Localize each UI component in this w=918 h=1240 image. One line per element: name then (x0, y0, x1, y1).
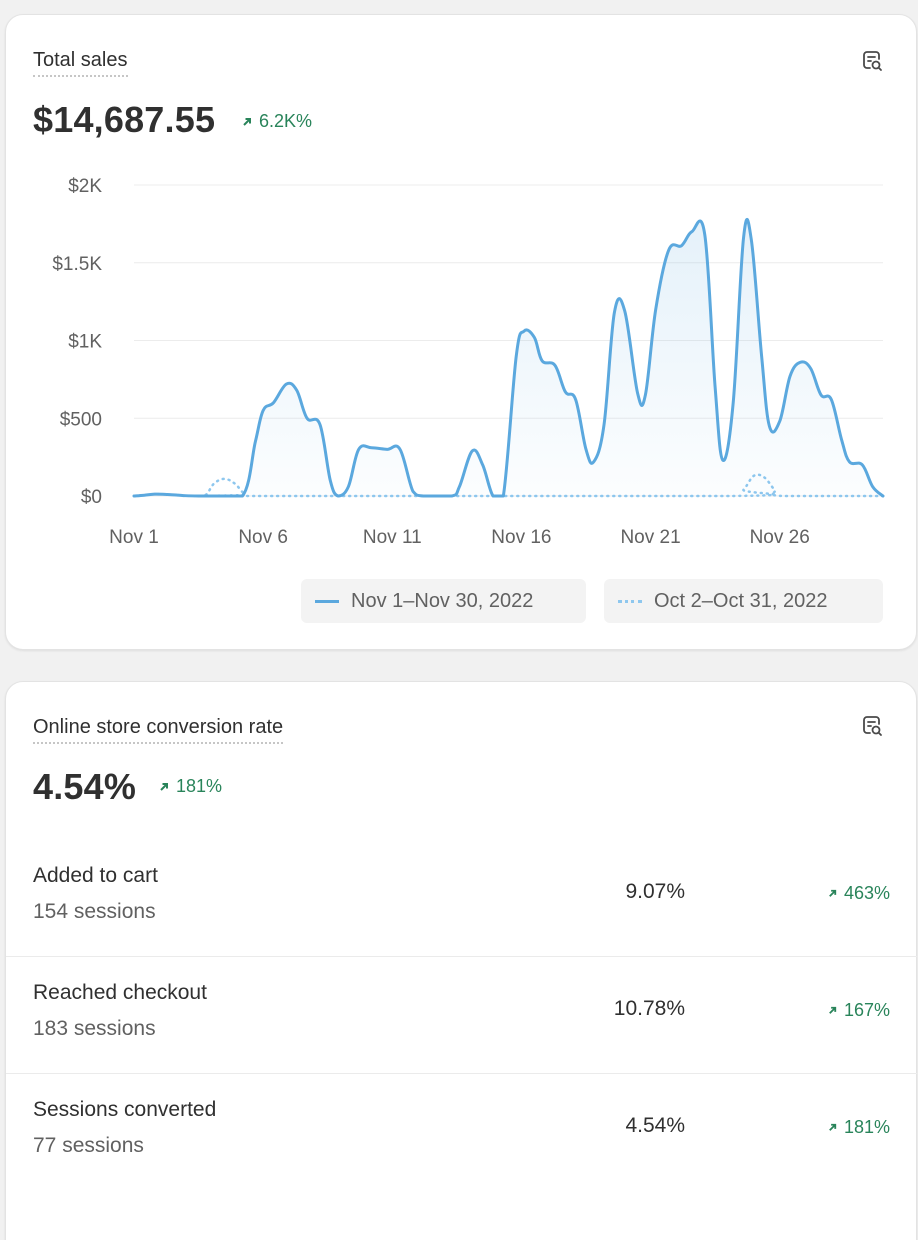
x-tick-label: Nov 11 (363, 527, 422, 548)
conversion-rate-card: Online store conversion rate 4.54% 181% … (5, 681, 918, 1240)
funnel-row-reached-checkout: Reached checkout 183 sessions 10.78% 167… (6, 957, 918, 1074)
legend-previous-label: Oct 2–Oct 31, 2022 (654, 589, 828, 612)
funnel-row-change-text: 181% (843, 1117, 890, 1137)
funnel-row-change-text: 463% (843, 883, 890, 903)
funnel-row-sessions: 154 sessions (33, 900, 156, 923)
funnel-row-title: Sessions converted (33, 1098, 217, 1121)
arrow-up-right-icon (243, 117, 251, 126)
funnel-row-change: 181% (827, 1117, 890, 1138)
total-sales-title[interactable]: Total sales (33, 47, 128, 77)
funnel-row-title: Reached checkout (33, 981, 207, 1004)
explore-report-button[interactable] (858, 47, 886, 75)
funnel-row-rate: 4.54% (625, 1114, 685, 1137)
conversion-rate-value: 4.54% (33, 766, 137, 807)
legend-current-period[interactable]: Nov 1–Nov 30, 2022 (301, 579, 586, 623)
arrow-up-right-icon (160, 782, 168, 791)
y-tick-label: $500 (60, 409, 102, 430)
arrow-up-right-icon (829, 1123, 837, 1131)
x-tick-label: Nov 26 (750, 527, 810, 548)
x-tick-label: Nov 21 (620, 527, 680, 548)
legend-current-label: Nov 1–Nov 30, 2022 (351, 589, 534, 612)
legend-solid-swatch (315, 599, 339, 603)
x-tick-label: Nov 1 (109, 527, 159, 548)
search-chart-icon (863, 51, 882, 71)
funnel-row-rate: 9.07% (625, 880, 685, 903)
series-area-current-period (134, 219, 883, 496)
x-tick-label: Nov 6 (238, 527, 288, 548)
search-chart-icon (863, 716, 882, 736)
funnel-row-change: 167% (827, 1000, 890, 1021)
y-tick-label: $2K (68, 176, 102, 197)
conversion-rate-change: 181% (158, 776, 222, 797)
funnel-row-added-to-cart: Added to cart 154 sessions 9.07% 463% (6, 840, 918, 957)
legend-previous-period[interactable]: Oct 2–Oct 31, 2022 (604, 579, 883, 623)
conversion-rate-change-text: 181% (176, 776, 223, 796)
total-sales-change-text: 6.2K% (259, 111, 313, 131)
funnel-row-sessions: 77 sessions (33, 1134, 144, 1157)
funnel-row-title: Added to cart (33, 864, 158, 887)
y-tick-label: $1K (68, 332, 102, 353)
series-line-current-period (132, 218, 885, 498)
arrow-up-right-icon (829, 1006, 837, 1014)
explore-report-button[interactable] (858, 712, 886, 740)
y-tick-label: $1.5K (52, 254, 102, 275)
arrow-up-right-icon (829, 889, 837, 897)
conversion-rate-title[interactable]: Online store conversion rate (33, 714, 284, 744)
funnel-row-sessions-converted: Sessions converted 77 sessions 4.54% 181… (6, 1074, 918, 1191)
funnel-row-change-text: 167% (843, 1000, 890, 1020)
funnel-row-change: 463% (827, 883, 890, 904)
funnel-row-sessions: 183 sessions (33, 1017, 156, 1040)
legend-dotted-swatch (618, 599, 642, 603)
total-sales-card: Total sales $14,687.55 6.2K% $0 $500 $1K $1… (5, 14, 917, 650)
sales-chart: $0 $500 $1K $1.5K $2K Nov 1 Nov 6 Nov 11 Nov 16 N… (52, 176, 885, 548)
x-tick-label: Nov 16 (491, 527, 551, 548)
total-sales-value: $14,687.55 (33, 99, 216, 140)
funnel-row-rate: 10.78% (613, 997, 685, 1020)
y-tick-label: $0 (81, 487, 102, 508)
total-sales-change: 6.2K% (241, 111, 312, 132)
